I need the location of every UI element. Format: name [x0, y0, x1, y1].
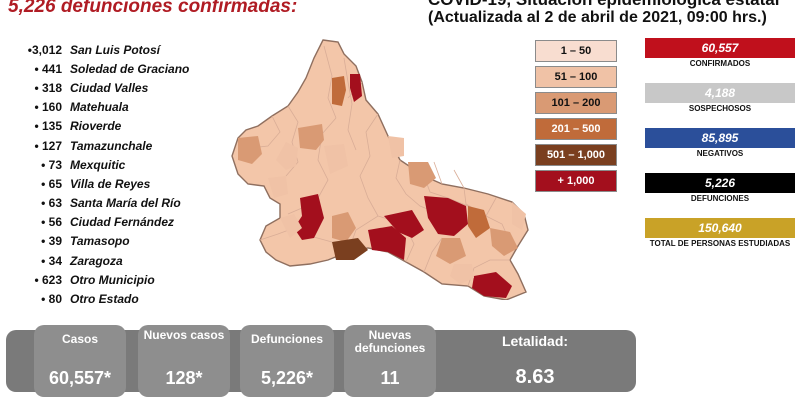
summary-nuevas-defunciones: Nuevas defunciones 11 [344, 325, 436, 397]
death-count: • 39 [41, 234, 62, 249]
stat-label: TOTAL DE PERSONAS ESTUDIADAS [649, 239, 791, 248]
stat-value: 150,640 [645, 218, 795, 238]
stat-value: 4,188 [645, 83, 795, 103]
stat-value: 60,557 [645, 38, 795, 58]
municipality-name: Otro Municipio [70, 272, 155, 287]
death-row: • 80 Otro Estado [14, 289, 224, 308]
death-count: • 34 [41, 253, 62, 268]
death-row: • 39 Tamasopo [14, 232, 224, 251]
death-row: • 623 Otro Municipio [14, 270, 224, 289]
death-count: • 623 [34, 272, 62, 287]
death-count: • 135 [34, 119, 62, 134]
death-row: • 318 Ciudad Valles [14, 78, 224, 97]
defunciones-value: 5,226* [260, 368, 314, 388]
death-row: •3,012 San Luis Potosí [14, 40, 224, 59]
municipality-name: Zaragoza [70, 253, 123, 268]
municipality-shades [238, 74, 526, 298]
summary-nuevos-casos: Nuevos casos 128* [138, 325, 230, 397]
legend-item: 1 – 50 [535, 40, 617, 62]
death-count: • 73 [41, 157, 62, 172]
casos-label: Casos [61, 332, 99, 346]
letalidad-value: 8.63 [515, 366, 555, 388]
update-date: (Actualizada al 2 de abril de 2021, 09:0… [428, 9, 767, 26]
municipality-name: Ciudad Valles [70, 80, 149, 95]
state-map [228, 38, 538, 301]
death-row: • 63 Santa María del Río [14, 194, 224, 213]
report-title: COVID-19, Situación epidemiológica estat… [428, 0, 800, 10]
legend-item: 501 – 1,000 [535, 144, 617, 166]
death-count: • 65 [41, 176, 62, 191]
death-count: •3,012 [27, 42, 62, 57]
municipality-name: Rioverde [70, 119, 122, 134]
municipality-name: Soledad de Graciano [70, 61, 190, 76]
legend-item: + 1,000 [535, 170, 617, 192]
municipality-name: Santa María del Río [70, 196, 181, 211]
summary-casos: Casos 60,557* [34, 325, 126, 397]
stat-label: CONFIRMADOS [689, 59, 751, 68]
letalidad-label: Letalidad: [501, 333, 569, 349]
legend-item: 201 – 500 [535, 118, 617, 140]
nuevos-casos-value: 128* [165, 368, 203, 388]
municipality-map [231, 39, 529, 301]
death-count: • 80 [41, 292, 62, 307]
stat-label: DEFUNCIONES [690, 194, 750, 203]
summary-defunciones: Defunciones 5,226* [240, 325, 334, 397]
death-count: • 160 [34, 100, 62, 115]
municipality-name: San Luis Potosí [70, 42, 161, 57]
death-row: • 34 Zaragoza [14, 251, 224, 270]
nuevas-defunciones-label: Nuevas defunciones [354, 328, 426, 355]
death-row: • 441 Soledad de Graciano [14, 59, 224, 78]
map-legend: 1 – 50 51 – 100 101 – 200 201 – 500 501 – 1,… [535, 40, 617, 196]
summary-letalidad: Letalidad: 8.63 [440, 325, 630, 397]
death-row: • 160 Matehuala [14, 98, 224, 117]
stat-label: NEGATIVOS [696, 149, 744, 158]
nuevos-casos-label: Nuevos casos [143, 328, 225, 342]
death-row: • 73 Mexquitic [14, 155, 224, 174]
municipality-name: Ciudad Fernández [70, 215, 175, 230]
deaths-list: •3,012 San Luis Potosí • 441 Soledad de Gra… [14, 40, 224, 309]
stat-value: 85,895 [645, 128, 795, 148]
municipality-name: Otro Estado [70, 292, 139, 307]
death-count: • 441 [34, 61, 62, 76]
nuevas-defunciones-value: 11 [380, 368, 400, 388]
legend-item: 101 – 200 [535, 92, 617, 114]
municipality-name: Villa de Reyes [70, 176, 151, 191]
state-outline [231, 39, 529, 301]
death-row: • 56 Ciudad Fernández [14, 213, 224, 232]
page-title: 5,226 defunciones confirmadas: [8, 0, 298, 17]
death-count: • 127 [34, 138, 62, 153]
death-count: • 63 [41, 196, 62, 211]
stat-value: 5,226 [645, 173, 795, 193]
municipality-name: Tamazunchale [70, 138, 153, 153]
death-row: • 65 Villa de Reyes [14, 174, 224, 193]
stats-panel: 60,557 CONFIRMADOS 4,188 SOSPECHOSOS 85,895 N… [645, 38, 795, 263]
casos-value: 60,557* [48, 368, 112, 388]
death-count: • 318 [34, 80, 62, 95]
death-row: • 127 Tamazunchale [14, 136, 224, 155]
municipality-name: Tamasopo [70, 234, 130, 249]
municipality-name: Matehuala [70, 100, 129, 115]
legend-item: 51 – 100 [535, 66, 617, 88]
municipality-name: Mexquitic [70, 157, 126, 172]
death-count: • 56 [41, 215, 62, 230]
death-row: • 135 Rioverde [14, 117, 224, 136]
stat-label: SOSPECHOSOS [688, 104, 752, 113]
defunciones-label: Defunciones [250, 332, 323, 346]
